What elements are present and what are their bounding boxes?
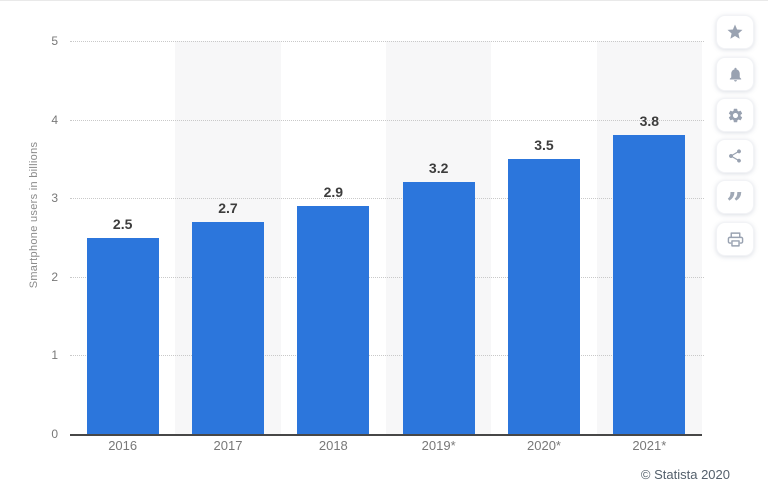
- y-tick-label: 2: [51, 269, 58, 284]
- y-tick-label: 1: [51, 348, 58, 363]
- bar-2018[interactable]: [297, 206, 370, 434]
- cite-button[interactable]: ”: [716, 180, 754, 222]
- quote-icon: ”: [726, 187, 744, 222]
- y-tick-label: 4: [51, 112, 58, 127]
- favorite-button[interactable]: [716, 15, 754, 49]
- y-tick-label: 3: [51, 191, 58, 206]
- settings-button[interactable]: [716, 98, 754, 132]
- share-icon: [727, 148, 743, 164]
- alerts-button[interactable]: [716, 57, 754, 91]
- bar-2021*[interactable]: [613, 135, 686, 434]
- gridline: [70, 276, 704, 278]
- bell-icon: [727, 66, 744, 83]
- bar-2020*[interactable]: [508, 158, 580, 434]
- x-tick-label: 2016: [108, 438, 138, 453]
- x-tick-label: 2020*: [527, 438, 561, 453]
- gridline: [70, 119, 704, 121]
- bar-value-label: 3.8: [639, 113, 660, 130]
- share-button[interactable]: [716, 139, 754, 173]
- y-tick-label: 5: [51, 34, 58, 48]
- print-icon: [727, 231, 744, 248]
- print-button[interactable]: [716, 222, 754, 256]
- x-tick-label: 2018: [318, 438, 348, 453]
- gridline: [70, 41, 704, 42]
- gridline: [70, 198, 704, 200]
- bar-2017[interactable]: [192, 221, 264, 434]
- x-tick-label: 2019*: [421, 438, 456, 453]
- bar-2016[interactable]: [86, 237, 159, 434]
- gridline: [70, 355, 704, 357]
- bar-value-label: 2.5: [112, 215, 133, 232]
- plot-area: 2.5 2.7 2.9 3.2 3.5 3.8: [70, 41, 704, 436]
- bar-2019*[interactable]: [402, 182, 475, 434]
- copyright-note: © Statista 2020: [640, 467, 730, 482]
- bar-value-label: 2.7: [218, 199, 238, 216]
- star-icon: [726, 23, 744, 41]
- y-tick-label: 0: [51, 427, 58, 441]
- x-tick-label: 2017: [213, 438, 243, 453]
- bar-value-label: 2.9: [323, 184, 344, 201]
- x-tick-label: 2021*: [632, 438, 667, 453]
- gear-icon: [727, 107, 744, 124]
- y-axis-title: Smartphone users in billions: [28, 141, 40, 289]
- bar-value-label: 3.5: [534, 136, 554, 153]
- bar-value-label: 3.2: [428, 160, 449, 177]
